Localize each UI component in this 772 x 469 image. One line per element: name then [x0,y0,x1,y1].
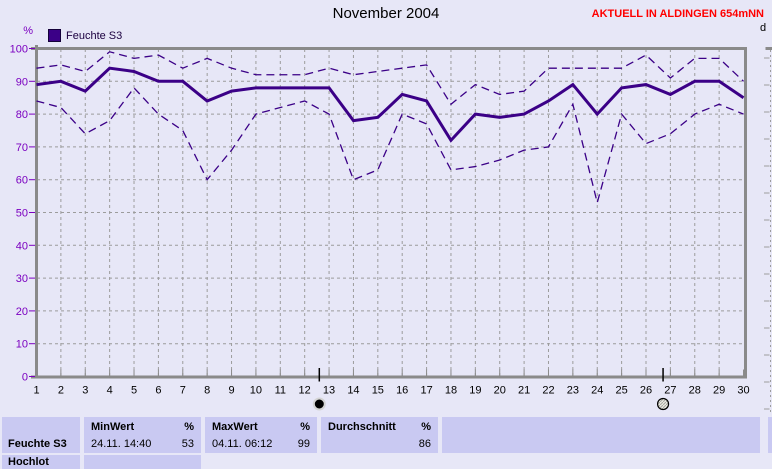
svg-text:13: 13 [323,385,335,397]
durchschnitt-unit: % [421,421,431,433]
svg-text:50: 50 [16,208,28,220]
table-row2-cell [84,455,201,469]
svg-text:10: 10 [250,385,262,397]
durchschnitt-cell: Durchschnitt % 86 [321,417,438,453]
svg-text:10: 10 [16,339,28,351]
svg-text:25: 25 [615,385,627,397]
svg-text:8: 8 [204,385,210,397]
table-row2-label-cell: Hochlot [2,455,80,469]
svg-text:29: 29 [713,385,725,397]
y-axis-unit-label: % [23,25,33,37]
svg-text:21: 21 [518,385,530,397]
maxwert-cell: MaxWert % 04.11. 06:12 99 [205,417,317,453]
minwert-cell: MinWert % 24.11. 14:40 53 [84,417,201,453]
svg-text:28: 28 [689,385,701,397]
svg-text:27: 27 [664,385,676,397]
maxwert-header: MaxWert [212,421,258,433]
svg-text:18: 18 [445,385,457,397]
svg-text:15: 15 [372,385,384,397]
station-note: AKTUELL IN ALDINGEN 654mNN [591,8,764,20]
svg-text:70: 70 [16,142,28,154]
minwert-header: MinWert [91,421,135,433]
legend-series-label: Feuchte S3 [66,29,123,42]
next-chart-partial-label: d [760,22,767,34]
maxwert-timestamp: 04.11. 06:12 [212,438,273,450]
svg-text:40: 40 [16,240,28,252]
maxwert-value: 99 [297,438,310,450]
svg-text:9: 9 [228,385,234,397]
svg-text:5: 5 [131,385,137,397]
svg-text:20: 20 [16,306,28,318]
svg-text:6: 6 [155,385,161,397]
legend-swatch-icon [48,29,61,42]
chart-legend: Feuchte S3 [48,29,122,42]
svg-text:17: 17 [420,385,432,397]
durchschnitt-value: 86 [418,438,431,450]
svg-text:14: 14 [347,385,359,397]
svg-text:0: 0 [22,372,28,384]
new-moon-marker-icon [312,397,326,411]
minwert-value: 53 [181,438,194,450]
table-row-label-cell: Feuchte S3 [2,417,80,453]
svg-text:20: 20 [494,385,506,397]
weather-chart-page: { "page": { "background": "#E7E7F7" }, "… [2,5,772,469]
minwert-unit: % [184,421,194,433]
svg-text:60: 60 [16,175,28,187]
svg-text:19: 19 [469,385,481,397]
svg-text:22: 22 [542,385,554,397]
svg-text:1: 1 [33,385,39,397]
svg-text:30: 30 [737,385,749,397]
empty-cell [442,417,760,453]
page-title: November 2004 [332,5,440,22]
svg-text:3: 3 [82,385,88,397]
minwert-timestamp: 24.11. 14:40 [91,438,152,450]
svg-text:23: 23 [567,385,579,397]
svg-text:7: 7 [180,385,186,397]
svg-text:30: 30 [16,273,28,285]
svg-text:90: 90 [16,76,28,88]
maxwert-unit: % [300,421,310,433]
svg-text:4: 4 [107,385,113,397]
next-table-sliver-cell [768,417,772,453]
durchschnitt-header: Durchschnitt [328,421,396,433]
svg-text:100: 100 [10,44,28,56]
svg-text:24: 24 [591,385,603,397]
table-row-label: Feuchte S3 [8,438,67,450]
svg-text:11: 11 [275,385,286,397]
svg-text:80: 80 [16,109,28,121]
svg-text:2: 2 [58,385,64,397]
full-moon-marker-icon [656,397,670,411]
svg-text:16: 16 [396,385,408,397]
svg-text:26: 26 [640,385,652,397]
svg-text:12: 12 [299,385,311,397]
